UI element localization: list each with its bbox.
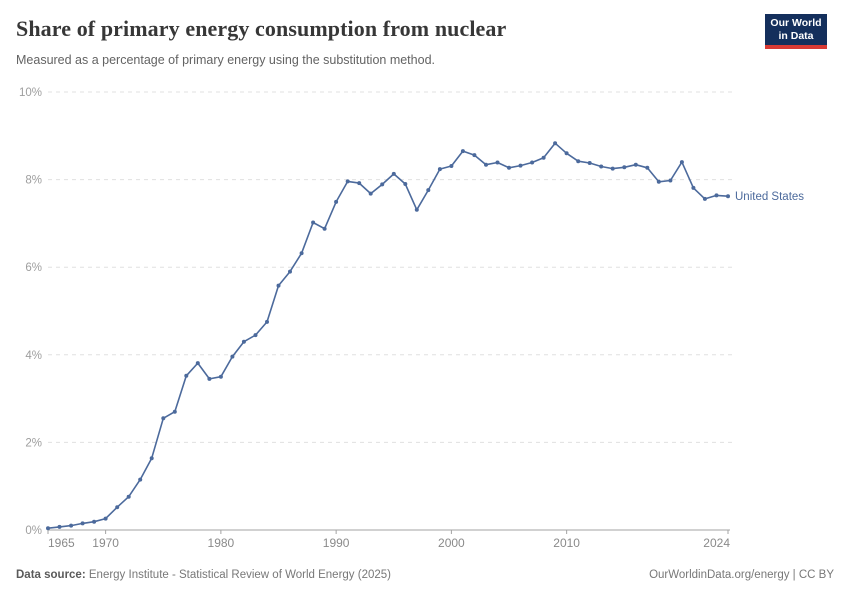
data-point-2012[interactable]	[587, 161, 592, 165]
x-tick-label-2000: 2000	[438, 536, 465, 550]
data-point-2007[interactable]	[530, 160, 535, 165]
data-point-2023[interactable]	[714, 193, 719, 198]
data-point-2010[interactable]	[564, 151, 569, 156]
data-point-1992[interactable]	[357, 181, 362, 186]
data-point-1986[interactable]	[288, 269, 292, 274]
data-point-1970[interactable]	[103, 516, 108, 521]
x-tick-label-1970: 1970	[92, 536, 119, 550]
data-point-1981[interactable]	[230, 354, 235, 359]
data-point-1967[interactable]	[69, 523, 74, 528]
data-point-1982[interactable]	[241, 339, 246, 344]
data-point-1999[interactable]	[437, 167, 442, 172]
page-title: Share of primary energy consumption from…	[16, 16, 507, 41]
x-tick-label-2010: 2010	[553, 536, 580, 550]
data-point-2017[interactable]	[645, 165, 650, 170]
data-point-2019[interactable]	[668, 178, 673, 183]
x-tick-label-1990: 1990	[323, 536, 350, 550]
series-line-united-states[interactable]	[47, 142, 729, 530]
data-source-text: Energy Institute - Statistical Review of…	[88, 569, 391, 581]
data-point-2000[interactable]	[449, 164, 454, 168]
data-point-2003[interactable]	[484, 162, 488, 167]
y-tick-label-0%: 0%	[25, 525, 42, 537]
data-point-1993[interactable]	[368, 191, 373, 196]
data-point-1974[interactable]	[149, 456, 154, 461]
data-point-1965[interactable]	[46, 526, 50, 531]
data-point-2015[interactable]	[622, 165, 627, 170]
data-point-2009[interactable]	[553, 141, 558, 146]
data-point-2004[interactable]	[495, 160, 500, 165]
data-point-2013[interactable]	[599, 164, 604, 169]
data-point-1979[interactable]	[207, 376, 212, 381]
data-point-1976[interactable]	[172, 409, 177, 414]
y-tick-label-2%: 2%	[25, 437, 42, 449]
owid-logo[interactable]: Our World in Data	[765, 14, 827, 49]
data-point-1977[interactable]	[184, 373, 189, 378]
data-point-2024[interactable]	[726, 194, 730, 199]
data-point-1989[interactable]	[322, 226, 327, 231]
data-point-1980[interactable]	[218, 374, 223, 379]
y-tick-label-8%: 8%	[25, 175, 42, 187]
data-point-1987[interactable]	[299, 251, 304, 256]
x-tick-label-2024: 2024	[703, 536, 730, 550]
data-point-1972[interactable]	[126, 494, 131, 499]
data-point-1983[interactable]	[253, 333, 258, 338]
data-point-1990[interactable]	[334, 199, 339, 204]
data-point-1975[interactable]	[161, 416, 166, 421]
series-label-united-states[interactable]: United States	[735, 191, 804, 203]
data-point-1985[interactable]	[276, 283, 281, 288]
data-point-1996[interactable]	[403, 182, 408, 186]
data-point-1973[interactable]	[138, 477, 143, 482]
data-point-1969[interactable]	[92, 519, 97, 524]
data-point-1994[interactable]	[380, 182, 385, 187]
data-point-2018[interactable]	[656, 179, 661, 184]
data-point-1995[interactable]	[391, 171, 396, 176]
data-point-1984[interactable]	[265, 319, 269, 324]
y-tick-label-4%: 4%	[25, 350, 42, 362]
owid-logo-line2: in Data	[778, 29, 814, 42]
data-point-2020[interactable]	[679, 160, 684, 165]
data-point-1998[interactable]	[426, 188, 431, 193]
data-source: Data source: Energy Institute - Statisti…	[16, 569, 391, 581]
data-point-2001[interactable]	[460, 149, 465, 154]
data-source-label: Data source:	[16, 569, 86, 581]
chart-subtitle: Measured as a percentage of primary ener…	[16, 53, 435, 67]
data-point-2002[interactable]	[472, 153, 477, 158]
data-point-1968[interactable]	[80, 521, 85, 526]
data-point-1966[interactable]	[57, 524, 62, 529]
data-point-2014[interactable]	[610, 166, 615, 171]
y-tick-label-10%: 10%	[19, 87, 42, 99]
y-tick-label-6%: 6%	[25, 262, 42, 274]
data-point-1978[interactable]	[195, 361, 200, 366]
data-point-2016[interactable]	[633, 162, 638, 167]
data-point-1988[interactable]	[311, 220, 316, 225]
footer-link[interactable]: OurWorldinData.org/energy | CC BY	[649, 569, 834, 581]
data-point-2008[interactable]	[541, 155, 546, 160]
data-point-2011[interactable]	[576, 159, 581, 164]
data-point-2022[interactable]	[702, 196, 707, 201]
data-point-2021[interactable]	[691, 185, 696, 190]
chart-footer: Data source: Energy Institute - Statisti…	[16, 569, 834, 581]
data-point-1991[interactable]	[345, 179, 350, 184]
data-point-1997[interactable]	[414, 207, 419, 212]
x-tick-label-1980: 1980	[208, 536, 235, 550]
data-point-2006[interactable]	[518, 163, 523, 168]
data-point-1971[interactable]	[115, 505, 120, 510]
x-tick-label-1965: 1965	[48, 536, 75, 550]
owid-logo-line1: Our World	[770, 17, 822, 30]
data-point-2005[interactable]	[507, 165, 511, 170]
